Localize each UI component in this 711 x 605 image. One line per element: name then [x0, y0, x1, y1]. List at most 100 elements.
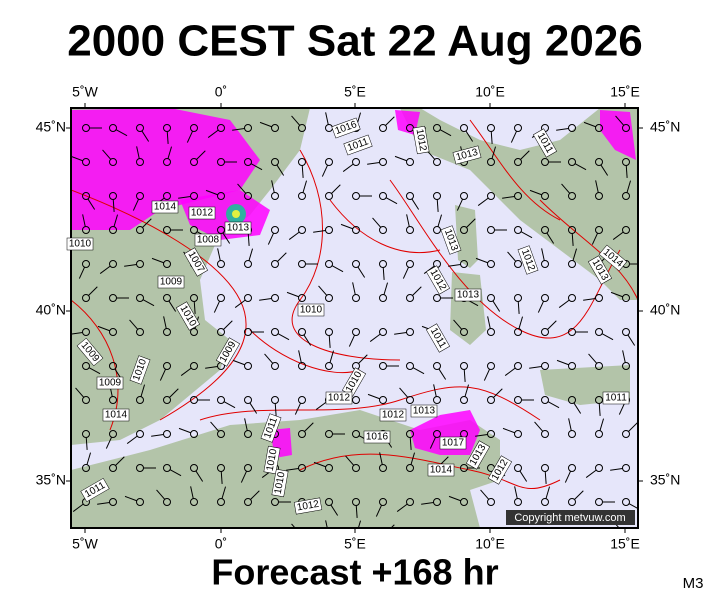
isobar-label-text: 1012 [382, 410, 405, 421]
isobar-label: 1010 [271, 468, 289, 498]
wind-barb [205, 189, 218, 196]
station [379, 328, 387, 336]
station [352, 430, 360, 438]
station [217, 294, 225, 302]
station [487, 158, 495, 166]
wind-barb [396, 503, 408, 512]
isobar-label-box [271, 468, 289, 498]
wind-barb [321, 164, 328, 177]
wind-barb [342, 163, 354, 172]
wind-barb [115, 129, 128, 137]
wind-barb [232, 359, 245, 366]
station [271, 362, 279, 370]
wind-barb [240, 470, 247, 483]
wind-barb [439, 129, 452, 137]
station [163, 260, 171, 268]
wind-barb [86, 452, 92, 465]
isobar-label: 1011 [602, 391, 630, 405]
wind-barb [187, 539, 192, 550]
wind-barb [249, 402, 258, 414]
station [190, 192, 198, 200]
station [271, 192, 279, 200]
wind-barb [410, 452, 416, 465]
station [514, 158, 522, 166]
isobar-label-text: 1011 [605, 393, 627, 404]
station [595, 430, 603, 438]
isobar-label: 1014 [151, 200, 179, 214]
station [325, 192, 333, 200]
isobar-label-box [465, 440, 491, 470]
station [163, 294, 171, 302]
isobar-label: 1010 [297, 303, 325, 317]
isobar-label-box [157, 275, 185, 289]
wind-barb [411, 198, 420, 210]
wind-barb [585, 469, 597, 478]
isobar-label-box [587, 255, 613, 285]
wind-barb [480, 489, 490, 500]
station [163, 328, 171, 336]
isobar-label: 1010 [263, 445, 281, 475]
station [541, 226, 549, 234]
wind-barb [222, 232, 231, 244]
lon-label-bottom: 15˚E [610, 536, 640, 552]
station [136, 294, 144, 302]
isobar-label-box [517, 245, 539, 275]
wind-barb [463, 369, 466, 382]
isobar-label-box [487, 455, 513, 485]
station [379, 498, 387, 506]
wind-barb [232, 536, 244, 538]
wind-barb [313, 229, 326, 233]
wind-barb [375, 504, 382, 517]
wind-barb [475, 433, 488, 437]
station [109, 464, 117, 472]
isobar-label-box [602, 391, 630, 405]
wind-barb [448, 263, 461, 267]
isobar-label-text: 1009 [99, 378, 122, 389]
station [541, 498, 549, 506]
station [298, 362, 306, 370]
station [82, 158, 90, 166]
isobar-label: 1017 [439, 436, 467, 450]
wind-barb [628, 503, 638, 510]
wind-barb [519, 470, 528, 482]
isobar-label: 1012 [293, 497, 323, 515]
isobar-label-text: 1016 [366, 432, 389, 443]
copyright-box [506, 510, 635, 525]
wind-barb [385, 116, 395, 126]
wind-barb [618, 402, 625, 415]
isobar-label-box [379, 408, 407, 422]
lon-label-bottom: 5˚E [344, 536, 366, 552]
wind-barb [151, 257, 164, 264]
isobar-label-box [440, 225, 462, 255]
station [245, 533, 252, 540]
wind-barb [124, 263, 137, 267]
station [190, 498, 198, 506]
wind-barb [325, 112, 329, 125]
isobar-label-box [215, 337, 241, 367]
wind-barb [561, 183, 571, 194]
isobar-label-box [363, 430, 391, 444]
station [244, 124, 252, 132]
station [487, 498, 495, 506]
station [622, 294, 630, 302]
station [379, 192, 387, 200]
station [460, 192, 468, 200]
station [595, 328, 603, 336]
wind-barb [601, 333, 614, 341]
station [298, 124, 306, 132]
station [163, 498, 171, 506]
station [514, 430, 522, 438]
station [136, 260, 144, 268]
lat-label-left: 40˚N [36, 302, 66, 318]
station [325, 362, 333, 370]
wind-barb [507, 251, 517, 262]
wind-barb [140, 384, 146, 397]
isobar-label-box [293, 497, 323, 515]
wind-barb [466, 218, 476, 228]
wind-barb [490, 131, 493, 144]
map-title: 2000 CEST Sat 22 Aug 2026 [67, 17, 643, 66]
lon-label-top: 10˚E [475, 84, 505, 100]
wind-barb [82, 214, 86, 227]
wind-barb [124, 495, 137, 502]
station [244, 362, 252, 370]
